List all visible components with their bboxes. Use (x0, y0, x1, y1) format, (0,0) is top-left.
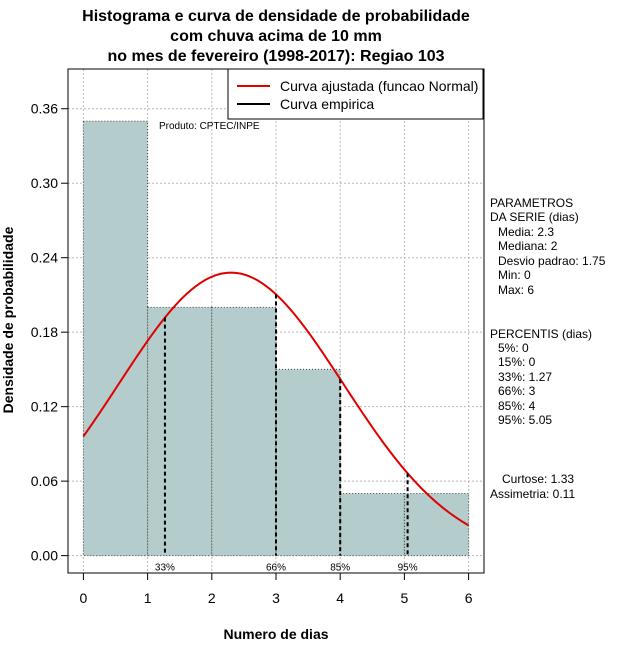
chart-title-line-3: no mes de fevereiro (1998-2017): Regiao … (107, 48, 444, 65)
histogram-bar-1 (147, 306, 213, 557)
legend-empirical-label: Curva empirica (280, 96, 374, 112)
percentile-label-85: 85% (330, 563, 350, 574)
stat-mediana: Mediana: 2 (498, 239, 558, 253)
histogram-bar-2 (211, 306, 277, 557)
pctl-95: 95%: 5.05 (498, 413, 552, 427)
stat-media: Media: 2.3 (498, 225, 554, 239)
chart-title-line-2: com chuva acima de 10 mm (170, 28, 382, 45)
pctl-15: 15%: 0 (498, 355, 536, 369)
histogram-bar-4 (339, 493, 405, 557)
pctl-33: 33%: 1.27 (498, 370, 552, 384)
percentile-markers: 33% 66% 85% 95% (155, 294, 418, 574)
x-tick-label: 1 (144, 590, 152, 606)
x-tick-label: 6 (465, 590, 473, 606)
histogram-bar-0 (82, 120, 149, 557)
stat-max: Max: 6 (498, 283, 534, 297)
params-title-2: DA SERIE (dias) (490, 210, 579, 224)
fitted-curve (82, 271, 470, 527)
pctl-5: 5%: 0 (498, 341, 529, 355)
pctl-66: 66%: 3 (498, 384, 536, 398)
chart-title-line-1: Histograma e curva de densidade de proba… (82, 8, 470, 25)
percentile-label-66: 66% (266, 563, 286, 574)
legend-box (227, 68, 484, 120)
fitted-curve-line (82, 271, 470, 527)
y-tick-label: 0.06 (31, 473, 58, 489)
x-axis-title: Numero de dias (223, 626, 328, 642)
percentile-label-95: 95% (398, 563, 418, 574)
stat-desvio: Desvio padrao: 1.75 (498, 254, 606, 268)
pctl-85: 85%: 4 (498, 399, 536, 413)
stats-panel: PARAMETROS DA SERIE (dias) Media: 2.3 Me… (490, 196, 606, 501)
x-tick-label: 2 (208, 590, 216, 606)
y-tick-label: 0.00 (31, 548, 58, 564)
legend: Curva ajustada (funcao Normal) Curva emp… (227, 68, 484, 120)
x-tick-label: 4 (336, 590, 344, 606)
histogram-bars (82, 120, 470, 557)
stat-assimetria: Assimetria: 0.11 (490, 487, 575, 501)
y-tick-label: 0.18 (31, 324, 58, 340)
histogram-bar-3 (275, 368, 341, 557)
y-tick-label: 0.12 (31, 399, 58, 415)
x-tick-label: 0 (80, 590, 88, 606)
percentile-label-33: 33% (155, 563, 175, 574)
params-title-1: PARAMETROS (490, 196, 573, 210)
source-note: Produto: CPTEC/INPE (159, 121, 260, 132)
stat-curtose: Curtose: 1.33 (502, 472, 574, 486)
legend-fitted-label: Curva ajustada (funcao Normal) (280, 78, 478, 94)
y-tick-label: 0.24 (31, 250, 58, 266)
y-tick-label: 0.30 (31, 175, 58, 191)
y-tick-label: 0.36 (31, 101, 58, 117)
x-tick-label: 5 (400, 590, 408, 606)
axes: 0 1 2 3 4 5 6 0.00 0.06 0.12 0.18 0.24 0.30 0.36 (31, 68, 485, 606)
x-tick-label: 3 (272, 590, 280, 606)
percentis-title: PERCENTIS (dias) (490, 327, 592, 341)
stat-min: Min: 0 (498, 268, 531, 282)
histogram-bar-5 (403, 493, 470, 557)
y-axis-title: Densidade de probabilidade (0, 226, 16, 413)
